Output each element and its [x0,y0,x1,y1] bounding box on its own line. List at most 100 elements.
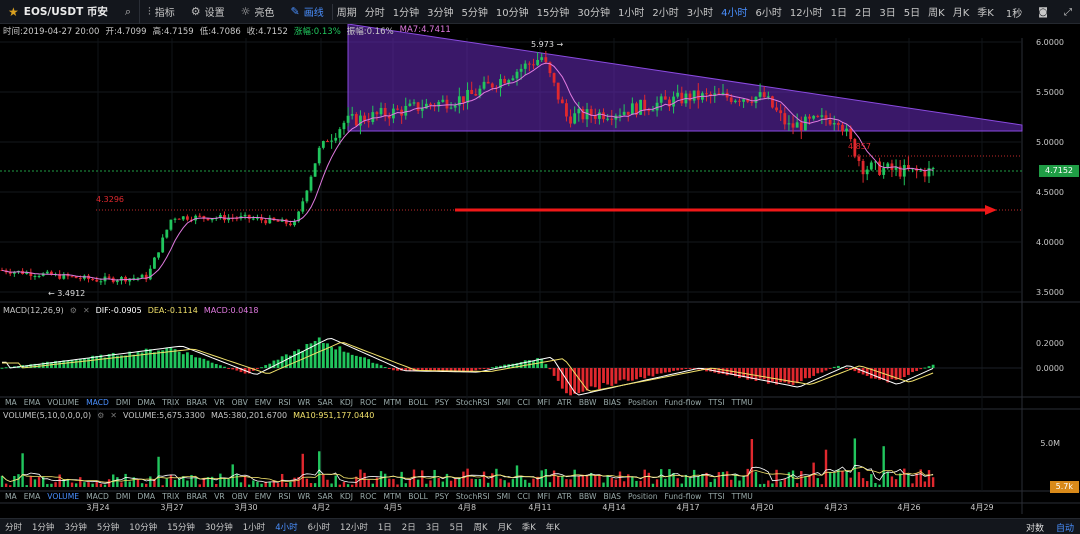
price-chart-canvas[interactable]: 6.0000 5.5000 5.0000 4.5000 4.0000 3.5000 0.20… [0,24,1080,518]
ind1-tab-stochrsi[interactable]: StochRSI [455,398,490,407]
ind2-tab-fund-flow[interactable]: Fund-flow [664,492,702,501]
bottom-interval-6[interactable]: 30分钟 [204,522,233,533]
ind2-tab-obv[interactable]: OBV [231,492,248,501]
ind1-tab-emv[interactable]: EMV [254,398,272,407]
ind2-tab-trix[interactable]: TRIX [162,492,180,501]
ind2-tab-bbw[interactable]: BBW [578,492,597,501]
draw-button[interactable]: ✎ 画线 [283,0,332,24]
interval-13[interactable]: 1日 [830,8,848,19]
ind1-tab-cci[interactable]: CCI [517,398,531,407]
ind1-tab-bias[interactable]: BIAS [603,398,621,407]
ind2-tab-ttsi[interactable]: TTSI [708,492,725,501]
ind1-tab-mtm[interactable]: MTM [383,398,402,407]
ind1-tab-wr[interactable]: WR [297,398,311,407]
indicators-button[interactable]: ⫶ 指标 [140,0,183,24]
interval-7[interactable]: 1小时 [618,8,645,19]
macd-settings-icon[interactable]: ⚙ [69,306,77,315]
bottom-interval-10[interactable]: 12小时 [340,522,368,533]
bottom-interval-9[interactable]: 6小时 [307,522,331,533]
volume-close-icon[interactable]: ✕ [110,411,117,420]
bottom-interval-0[interactable]: 分时 [5,522,23,533]
refresh-rate[interactable]: 1秒 [1005,8,1023,20]
ind2-tab-rsi[interactable]: RSI [278,492,291,501]
ind1-tab-dmi[interactable]: DMI [115,398,131,407]
ind2-tab-emv[interactable]: EMV [254,492,272,501]
ind1-tab-ttmu[interactable]: TTMU [731,398,753,407]
interval-6[interactable]: 30分钟 [577,8,611,19]
bottom-interval-15[interactable]: 周K [473,522,488,533]
interval-5[interactable]: 15分钟 [536,8,570,19]
ind1-tab-vr[interactable]: VR [214,398,225,407]
ind1-tab-ma[interactable]: MA [5,398,17,407]
ind1-tab-obv[interactable]: OBV [231,398,248,407]
theme-button[interactable]: ☼ 亮色 [233,0,283,24]
bottom-interval-11[interactable]: 1日 [377,522,392,533]
interval-2[interactable]: 3分钟 [427,8,454,19]
bottom-interval-4[interactable]: 10分钟 [129,522,158,533]
ind2-tab-psy[interactable]: PSY [434,492,449,501]
ind1-tab-volume[interactable]: VOLUME [47,398,80,407]
ind2-tab-position[interactable]: Position [627,492,658,501]
volume-settings-icon[interactable]: ⚙ [97,411,105,420]
ind1-tab-psy[interactable]: PSY [434,398,449,407]
camera-icon[interactable]: ◙ [1038,6,1048,18]
interval-3[interactable]: 5分钟 [461,8,488,19]
ind1-tab-boll[interactable]: BOLL [408,398,428,407]
ind2-tab-atr[interactable]: ATR [557,492,572,501]
bottom-interval-18[interactable]: 年K [545,522,560,533]
ind1-tab-smi[interactable]: SMI [496,398,511,407]
interval-18[interactable]: 月K [952,8,970,19]
ind2-tab-ema[interactable]: EMA [23,492,41,501]
interval-14[interactable]: 2日 [855,8,872,19]
settings-button[interactable]: ⚙ 设置 [183,0,233,24]
ind2-tab-stochrsi[interactable]: StochRSI [455,492,490,501]
bottom-interval-7[interactable]: 1小时 [242,522,266,533]
ind2-tab-vr[interactable]: VR [214,492,225,501]
bottom-interval-17[interactable]: 季K [521,522,536,533]
interval-9[interactable]: 3小时 [686,8,714,19]
ind2-tab-roc[interactable]: ROC [359,492,377,501]
interval-11[interactable]: 6小时 [755,8,782,19]
auto-scale-toggle[interactable]: 自动 [1055,523,1074,534]
ind2-tab-brar[interactable]: BRAR [186,492,208,501]
ind1-tab-ttsi[interactable]: TTSI [708,398,725,407]
ind2-tab-sar[interactable]: SAR [317,492,333,501]
macd-close-icon[interactable]: ✕ [82,306,90,315]
ind1-tab-kdj[interactable]: KDJ [339,398,353,407]
ind1-tab-trix[interactable]: TRIX [162,398,180,407]
log-scale-toggle[interactable]: 对数 [1025,523,1044,534]
ind2-tab-smi[interactable]: SMI [496,492,511,501]
bottom-interval-5[interactable]: 15分钟 [167,522,195,533]
ind2-tab-boll[interactable]: BOLL [408,492,428,501]
ind1-tab-macd[interactable]: MACD [86,398,109,407]
ind2-tab-cci[interactable]: CCI [517,492,531,501]
ind1-tab-dma[interactable]: DMA [137,398,156,407]
ind1-tab-bbw[interactable]: BBW [578,398,597,407]
interval-4[interactable]: 10分钟 [495,8,529,19]
interval-16[interactable]: 5日 [903,8,921,19]
ind2-tab-ma[interactable]: MA [5,492,17,501]
ind2-tab-mtm[interactable]: MTM [383,492,402,501]
interval-12[interactable]: 12小时 [789,8,823,19]
ind2-tab-dma[interactable]: DMA [137,492,156,501]
ind1-tab-atr[interactable]: ATR [557,398,572,407]
bottom-interval-13[interactable]: 3日 [425,522,440,533]
ind2-tab-bias[interactable]: BIAS [603,492,621,501]
ind2-tab-volume[interactable]: VOLUME [47,492,80,501]
bottom-interval-2[interactable]: 3分钟 [64,522,87,533]
symbol-selector[interactable]: ★ EOS/USDT 币安 ⌕ [0,0,140,24]
bottom-interval-14[interactable]: 5日 [449,522,464,533]
interval-15[interactable]: 3日 [879,8,896,19]
bottom-interval-3[interactable]: 5分钟 [96,522,120,533]
ind2-tab-wr[interactable]: WR [297,492,311,501]
ind1-tab-fund-flow[interactable]: Fund-flow [664,398,702,407]
ind2-tab-ttmu[interactable]: TTMU [731,492,753,501]
ind1-tab-roc[interactable]: ROC [359,398,377,407]
ind1-tab-position[interactable]: Position [627,398,658,407]
bottom-interval-8[interactable]: 4小时 [275,522,298,533]
interval-10[interactable]: 4小时 [721,8,748,19]
ind1-tab-mfi[interactable]: MFI [537,398,551,407]
ind1-tab-brar[interactable]: BRAR [186,398,208,407]
ind2-tab-macd[interactable]: MACD [86,492,109,501]
interval-17[interactable]: 周K [928,8,945,19]
